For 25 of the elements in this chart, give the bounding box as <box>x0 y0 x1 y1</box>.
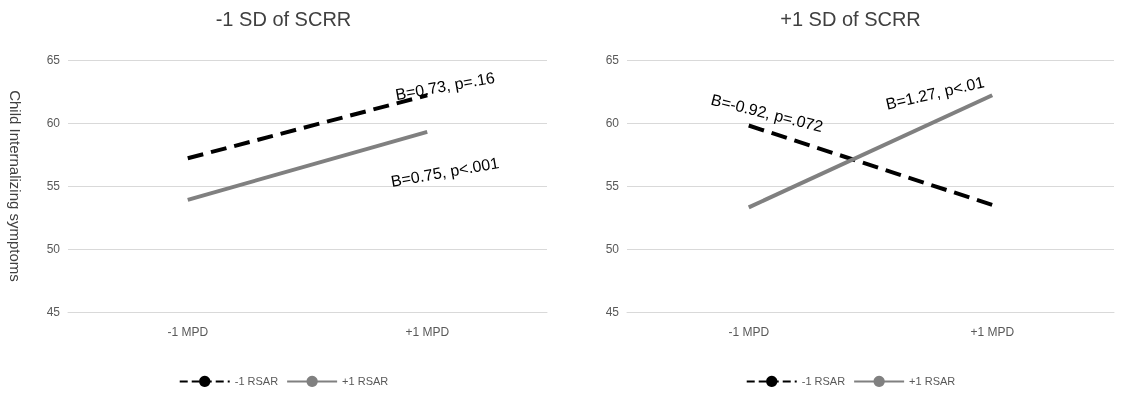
chart-title: +1 SD of SCRR <box>780 8 921 30</box>
y-tick-label: 55 <box>605 179 620 193</box>
legend-label: +1 RSAR <box>909 375 956 388</box>
y-tick-label: 55 <box>46 179 61 193</box>
annotation: B=1.27, p<.01 <box>884 73 986 113</box>
y-tick-label: 60 <box>46 116 61 130</box>
chart-title: -1 SD of SCRR <box>215 8 352 30</box>
x-tick-label: +1 MPD <box>405 325 450 339</box>
legend-label: +1 RSAR <box>342 375 389 388</box>
annotation: B=0.75, p<.001 <box>389 154 501 190</box>
x-tick-label: +1 MPD <box>970 325 1015 339</box>
y-axis-title: Child Internalizing symptoms <box>7 90 24 282</box>
y-tick-label: 45 <box>46 305 61 319</box>
annotation: B=0.73, p=.16 <box>394 68 497 104</box>
legend-label: -1 RSAR <box>801 375 846 388</box>
x-tick-label: -1 MPD <box>728 325 770 339</box>
legend-label: -1 RSAR <box>234 375 279 388</box>
y-tick-label: 65 <box>605 53 620 67</box>
x-tick-label: -1 MPD <box>167 325 209 339</box>
y-tick-label: 50 <box>46 242 61 256</box>
annotation: B=-0.92, p=.072 <box>709 90 825 136</box>
y-tick-label: 50 <box>605 242 620 256</box>
y-tick-label: 45 <box>605 305 620 319</box>
y-tick-label: 65 <box>46 53 61 67</box>
y-tick-label: 60 <box>605 116 620 130</box>
